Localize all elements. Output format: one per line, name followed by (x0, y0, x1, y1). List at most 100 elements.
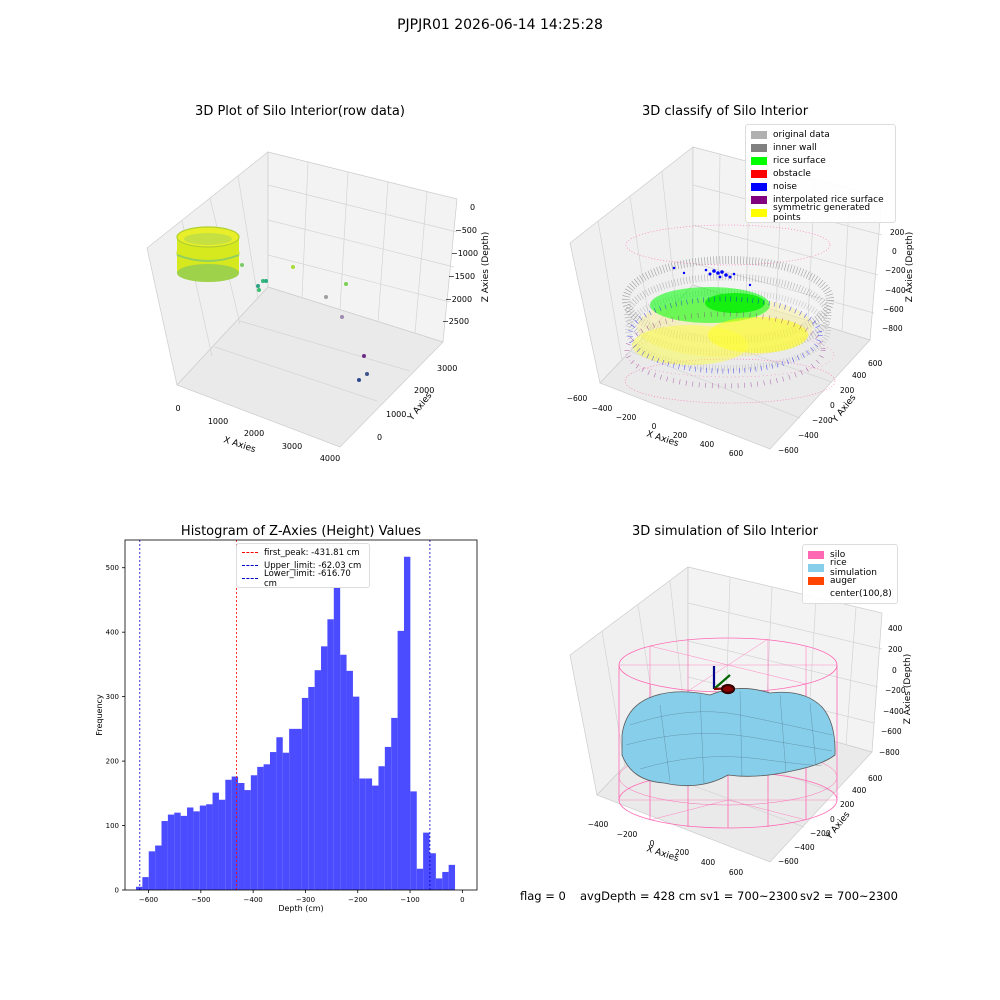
rice-simulation-surface (621, 688, 836, 787)
histogram-bar (276, 737, 283, 890)
legend-label: auger (830, 575, 857, 586)
panel2-ztick: −200 (885, 266, 906, 275)
histogram-bar (301, 697, 309, 890)
panel1-zlabel: Z Axies (Depth) (481, 232, 490, 303)
histogram-bar (174, 812, 181, 890)
panel4-ztick: −800 (879, 748, 900, 757)
panel1-grid (181, 161, 458, 402)
histogram-bars (135, 556, 456, 890)
histogram-x-tick-label: −100 (400, 896, 419, 904)
histogram-y-tick-label: 300 (106, 693, 119, 701)
panel2-xtick: 600 (729, 449, 744, 458)
panel1-ztick: −1000 (451, 249, 478, 258)
legend-item: auger (808, 574, 892, 587)
panel4-xtick: 200 (675, 848, 690, 857)
legend-label: Upper_limit: -62.03 cm (264, 560, 362, 571)
histogram-bar (225, 779, 232, 890)
panel2-ytick: 600 (868, 359, 883, 368)
panel2-ztick: −800 (882, 324, 903, 333)
sv1-text: sv1 = 700~2300 (700, 889, 798, 903)
legend-label: original data (773, 129, 830, 140)
histogram-x-tick-label: −500 (191, 896, 210, 904)
histogram-bar (448, 864, 456, 890)
panel3-legend: first_peak: -431.81 cm Upper_limit: -62.… (236, 543, 370, 589)
legend-item: original data (751, 128, 890, 141)
legend-swatch (242, 565, 258, 566)
panel2-ytick: 400 (852, 371, 867, 380)
histogram-y-tick-label: 500 (106, 564, 119, 572)
auger (712, 666, 736, 695)
panel1-ztick: −1500 (448, 272, 475, 281)
histogram-x-tick-label: −400 (244, 896, 263, 904)
panel2-ytick: 0 (830, 401, 835, 410)
histogram-x-tick-label: −300 (296, 896, 315, 904)
histogram-bar (148, 851, 156, 890)
panel4-ytick: 400 (852, 786, 867, 795)
panel1-title: 3D Plot of Silo Interior(row data) (195, 104, 405, 119)
histogram-x-tick-label: −200 (348, 896, 367, 904)
histogram-bar (397, 630, 404, 890)
histogram-bar (321, 646, 328, 890)
legend-item: symmetric generated points (751, 203, 890, 223)
legend-swatch (242, 552, 258, 553)
legend-item: first_peak: -431.81 cm (242, 546, 364, 559)
histogram-bar (257, 766, 264, 890)
legend-label: symmetric generated points (773, 202, 871, 223)
panel4-xtick: −200 (617, 830, 638, 839)
histogram-x-ticks: −600 −500 −400 −300 −200 −100 0 (139, 890, 465, 904)
flag-text: flag = 0 (520, 889, 566, 903)
panel1-ztick: −2000 (445, 295, 472, 304)
legend-swatch (751, 130, 767, 139)
panel2-ytick: 200 (840, 386, 855, 395)
panel1-xlabel: X Axies (222, 435, 257, 455)
histogram-ylabel: Frequency (95, 694, 104, 736)
legend-label: Lower_limit: -616.70 cm (264, 568, 351, 589)
histogram-bar (155, 845, 162, 890)
panel2-ztick: 0 (892, 247, 897, 256)
panel2-legend: original data inner wall rice surface ob… (745, 124, 896, 223)
panel2-xtick: 200 (673, 431, 688, 440)
histogram-y-tick-label: 400 (106, 629, 119, 637)
legend-label: rice simulation (830, 557, 877, 578)
legend-swatch (808, 563, 824, 572)
panel2-ztick: 200 (890, 228, 905, 237)
legend-label: obstacle (773, 168, 811, 179)
panel2-xtick: 400 (700, 440, 715, 449)
panel2-title: 3D classify of Silo Interior (641, 104, 809, 119)
histogram-x-tick-label: 0 (460, 896, 464, 904)
histogram-y-tick-label: 200 (106, 758, 119, 766)
histogram-bar (295, 728, 302, 890)
legend-item: rice surface (751, 154, 890, 167)
legend-label: silo (830, 549, 846, 560)
panel1-outlier-points (256, 265, 369, 382)
histogram-bar (340, 654, 347, 890)
panel1-xtick: 1000 (208, 417, 228, 426)
panel2-ztick: −400 (885, 286, 906, 295)
panel4-xtick: 0 (650, 839, 655, 848)
panel4-title: 3D simulation of Silo Interior (632, 524, 818, 539)
legend-swatch (751, 156, 767, 165)
histogram-bar (327, 619, 334, 890)
histogram-xlabel: Depth (cm) (278, 904, 323, 913)
legend-swatch (808, 576, 824, 585)
legend-label: first_peak: -431.81 cm (264, 547, 360, 558)
panel2-ztick: −600 (883, 305, 904, 314)
histogram-y-ticks: 0 100 200 300 400 500 (106, 564, 125, 895)
histogram-bar (161, 821, 168, 890)
panel4-ytick: 200 (840, 800, 855, 809)
legend-swatch (751, 208, 767, 217)
panel4-xtick: −400 (588, 820, 609, 829)
histogram-bar (372, 785, 379, 890)
legend-label: center(100,8) (830, 588, 892, 599)
histogram-bar (263, 764, 270, 890)
panel2-ytick: −400 (798, 431, 819, 440)
panel4-ytick: −400 (794, 843, 815, 852)
panel1-xtick: 2000 (244, 429, 264, 438)
panel1-plot: 0 1000 2000 3000 4000 0 1000 2000 3000 0… (146, 151, 490, 463)
histogram-bar (231, 776, 239, 890)
panel4-ztick: −600 (881, 727, 902, 736)
legend-item: Upper_limit: -62.03 cm (242, 559, 364, 572)
legend-item: center(100,8) (808, 587, 892, 600)
panel1-ztick: 0 (470, 203, 475, 212)
histogram-bar (218, 799, 226, 890)
